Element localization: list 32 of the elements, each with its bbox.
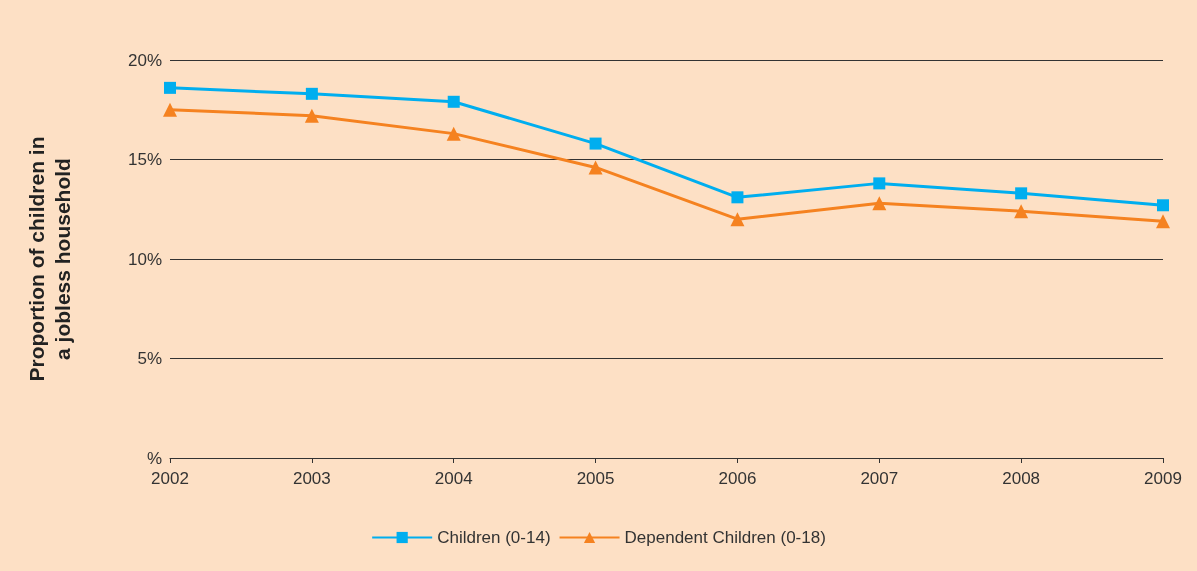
- y-tick-label: %: [146, 448, 162, 468]
- point: [873, 177, 886, 190]
- x-tick-label: 2006: [718, 469, 757, 488]
- point: [164, 81, 176, 94]
- x-tick-label: 2005: [576, 469, 615, 488]
- point: [1014, 204, 1029, 219]
- point: [589, 137, 602, 150]
- point: [1156, 214, 1170, 229]
- x-tick-label: 2009: [1144, 469, 1182, 488]
- y-axis-title: Proportion of children in a jobless household: [24, 136, 74, 382]
- point: [872, 196, 887, 211]
- legend-label: Dependent Children (0-18): [624, 528, 826, 547]
- point: [588, 160, 603, 175]
- point: [731, 191, 744, 204]
- y-tick-label: 5%: [137, 349, 162, 368]
- x-tick-label: 2004: [434, 469, 473, 488]
- point: [446, 126, 461, 141]
- legend-label: Children (0-14): [437, 528, 551, 547]
- x-tick-label: 2008: [1002, 469, 1041, 488]
- y-tick-label: 10%: [127, 249, 162, 269]
- point: [305, 87, 318, 100]
- x-tick-label: 2003: [292, 469, 331, 488]
- x-tick-label: 2007: [860, 469, 899, 488]
- point: [1015, 187, 1028, 200]
- point: [447, 95, 460, 108]
- point: [730, 212, 745, 227]
- point: [163, 102, 177, 117]
- point: [1157, 199, 1169, 212]
- x-tick-label: 2002: [151, 469, 189, 488]
- y-tick-label: 20%: [127, 50, 162, 70]
- y-tick-label: 15%: [127, 150, 162, 169]
- point: [304, 108, 319, 123]
